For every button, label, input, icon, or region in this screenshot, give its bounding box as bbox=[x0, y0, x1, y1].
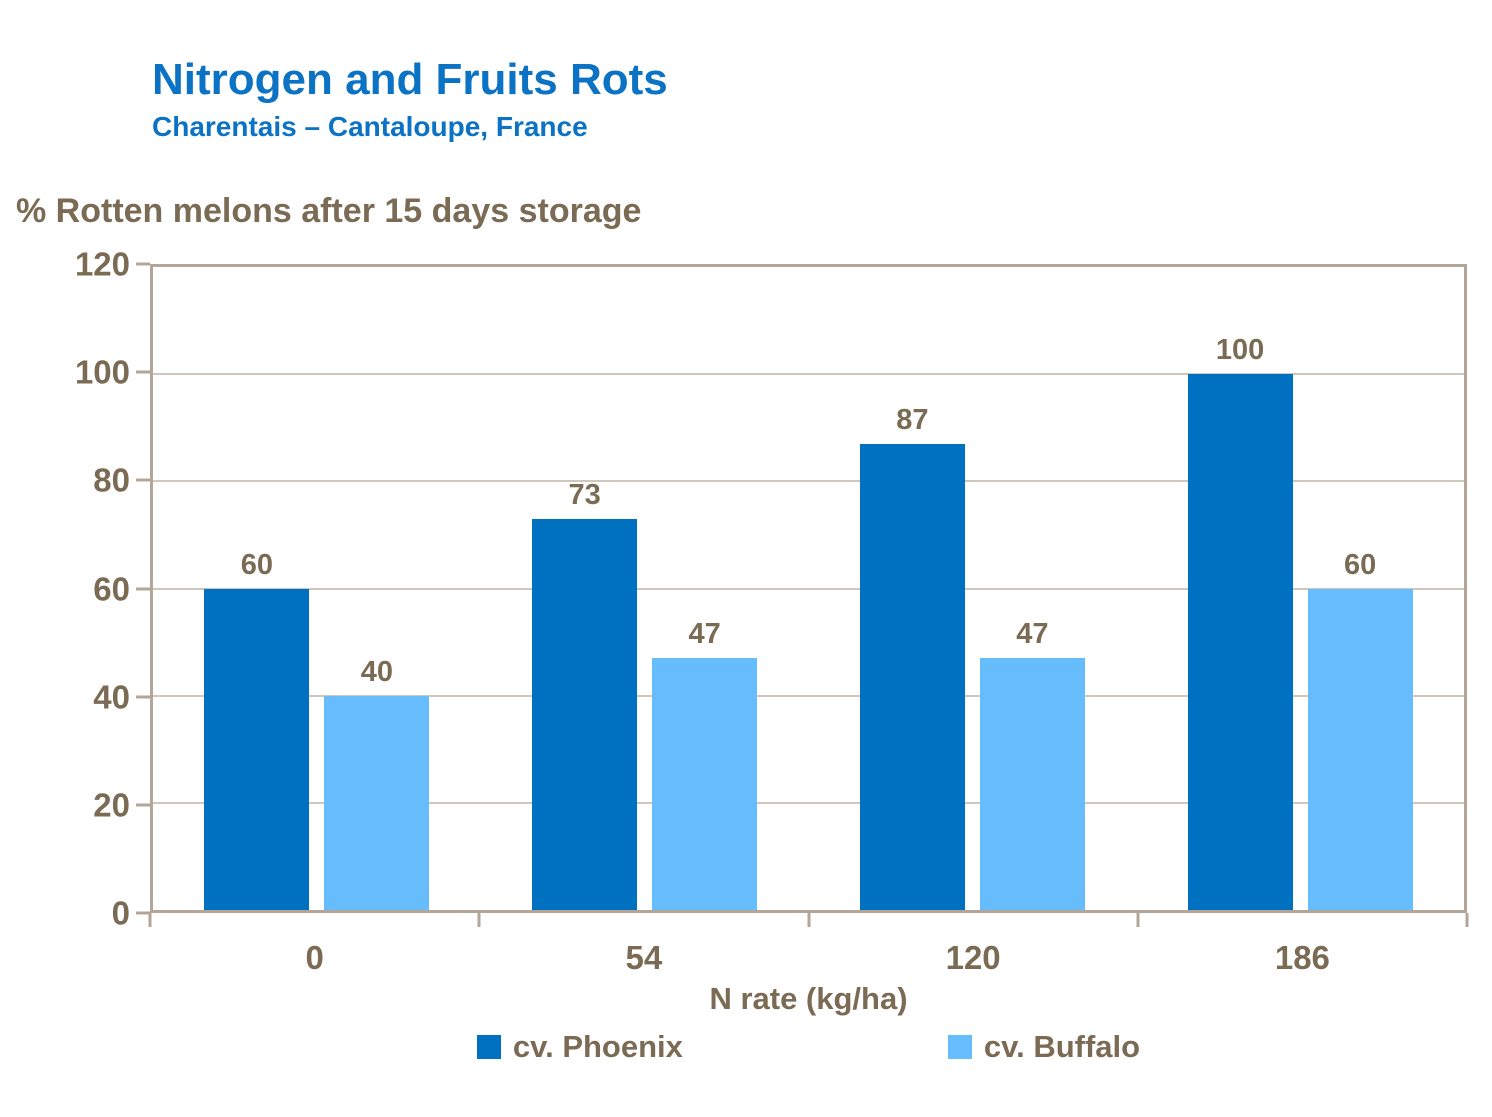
y-tick-label-40: 40 bbox=[93, 678, 130, 716]
bar-wrap-cv-buffalo-186: 60 bbox=[1307, 267, 1413, 910]
bar-wrap-cv-phoenix-186: 100 bbox=[1187, 267, 1293, 910]
y-tick-mark-100 bbox=[136, 370, 150, 374]
x-tick-label-0: 0 bbox=[305, 939, 324, 976]
y-axis-tick-labels: 0 20 40 60 80 100 120 bbox=[0, 248, 130, 930]
chart-title: Nitrogen and Fruits Rots bbox=[152, 55, 668, 104]
y-tick-mark-80 bbox=[136, 478, 150, 482]
x-tick-mark-0 bbox=[148, 913, 152, 927]
y-axis-tick-marks bbox=[136, 262, 150, 915]
bar-cv-buffalo-0 bbox=[324, 695, 430, 910]
bar-wrap-cv-buffalo-0: 40 bbox=[324, 267, 430, 910]
y-tick-mark-60 bbox=[136, 587, 150, 590]
data-label: 40 bbox=[360, 655, 393, 688]
gridline-60 bbox=[153, 587, 1464, 590]
x-axis-tick-labels: 0 54 120 186 bbox=[150, 941, 1467, 974]
legend-item-cv-buffalo: cv. Buffalo bbox=[947, 1029, 1141, 1064]
legend: cv. Phoenix cv. Buffalo bbox=[150, 1029, 1467, 1064]
bar-group-0: 60 40 bbox=[153, 267, 481, 910]
bar-group-54: 73 47 bbox=[481, 267, 809, 910]
x-axis-tick-marks bbox=[148, 913, 1469, 927]
y-tick-mark-0 bbox=[136, 911, 150, 915]
x-tick-label-186: 186 bbox=[1274, 939, 1330, 976]
y-tick-mark-120 bbox=[136, 262, 150, 266]
bar-cv-buffalo-54 bbox=[652, 658, 758, 910]
data-label: 100 bbox=[1215, 334, 1265, 367]
bar-cv-phoenix-0 bbox=[204, 588, 310, 910]
bar-wrap-cv-buffalo-120: 47 bbox=[979, 267, 1085, 910]
y-tick-label-100: 100 bbox=[74, 353, 130, 391]
bar-cv-phoenix-120 bbox=[859, 443, 965, 910]
bar-group-186: 100 60 bbox=[1136, 267, 1464, 910]
chart-subtitle: Charentais – Cantaloupe, France bbox=[152, 111, 588, 142]
legend-swatch-icon bbox=[947, 1035, 972, 1060]
y-tick-label-120: 120 bbox=[74, 245, 130, 283]
gridline-40 bbox=[153, 694, 1464, 697]
data-label: 47 bbox=[688, 618, 721, 651]
legend-label: cv. Buffalo bbox=[983, 1029, 1141, 1064]
y-tick-label-20: 20 bbox=[93, 786, 130, 824]
data-label: 60 bbox=[1343, 548, 1377, 581]
bar-cv-phoenix-186 bbox=[1187, 374, 1293, 910]
x-tick-mark-3 bbox=[1136, 913, 1140, 927]
y-tick-mark-40 bbox=[136, 695, 150, 699]
y-tick-label-0: 0 bbox=[111, 894, 130, 932]
bar-wrap-cv-phoenix-0: 60 bbox=[204, 267, 310, 910]
data-label: 87 bbox=[896, 403, 929, 436]
bar-groups: 60 40 73 47 87 47 100 60 bbox=[153, 267, 1464, 910]
x-axis-title: N rate (kg/ha) bbox=[709, 981, 908, 1016]
gridline-100 bbox=[153, 373, 1464, 376]
x-tick-mark-4 bbox=[1465, 913, 1469, 927]
legend-swatch-icon bbox=[476, 1035, 501, 1060]
data-label: 73 bbox=[568, 478, 601, 511]
bar-cv-buffalo-120 bbox=[979, 658, 1085, 910]
data-label: 47 bbox=[1016, 618, 1049, 651]
bar-cv-phoenix-54 bbox=[532, 518, 638, 910]
y-tick-label-60: 60 bbox=[93, 570, 130, 607]
x-tick-label-54: 54 bbox=[625, 939, 663, 976]
bar-cv-buffalo-186 bbox=[1307, 588, 1413, 910]
y-tick-label-80: 80 bbox=[93, 461, 130, 499]
data-label: 60 bbox=[240, 548, 273, 581]
legend-label: cv. Phoenix bbox=[512, 1029, 683, 1064]
gridline-20 bbox=[153, 801, 1464, 804]
plot-area: 60 40 73 47 87 47 100 60 bbox=[150, 264, 1467, 913]
bar-wrap-cv-phoenix-54: 73 bbox=[532, 267, 638, 910]
x-tick-label-120: 120 bbox=[945, 939, 1001, 976]
bar-wrap-cv-buffalo-54: 47 bbox=[652, 267, 758, 910]
gridline-80 bbox=[153, 480, 1464, 483]
y-axis-title: % Rotten melons after 15 days storage bbox=[16, 192, 642, 230]
x-tick-mark-2 bbox=[807, 913, 810, 927]
legend-item-cv-phoenix: cv. Phoenix bbox=[476, 1029, 683, 1064]
bar-wrap-cv-phoenix-120: 87 bbox=[859, 267, 965, 910]
x-tick-mark-1 bbox=[477, 913, 481, 927]
bar-group-120: 87 47 bbox=[809, 267, 1137, 910]
y-tick-mark-20 bbox=[136, 803, 150, 807]
